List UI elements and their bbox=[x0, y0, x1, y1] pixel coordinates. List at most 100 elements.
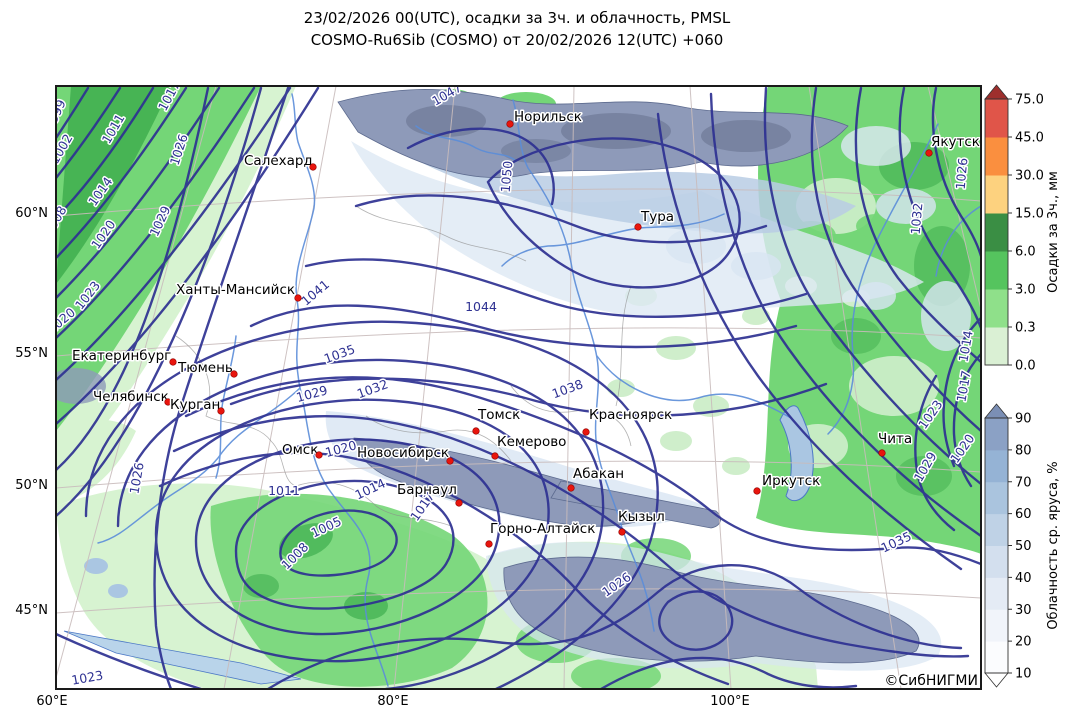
city-marker bbox=[217, 407, 225, 415]
colorbar-segment bbox=[985, 481, 1008, 515]
isobar-label: 1026 bbox=[953, 157, 971, 190]
colorbar-tick-label: 40 bbox=[1015, 571, 1032, 586]
lat-tick-label: 50°N bbox=[15, 478, 48, 493]
admin-borders-layer bbox=[175, 205, 632, 527]
city-marker bbox=[582, 428, 590, 436]
colorbar-segment bbox=[985, 327, 1008, 366]
colorbar-title: Облачность ср. яруса, % bbox=[1046, 461, 1061, 629]
colorbar-segment bbox=[985, 449, 1008, 483]
colorbar-over-arrow bbox=[984, 403, 1009, 419]
city-marker bbox=[878, 449, 886, 457]
colorbar-tick-label: 0.3 bbox=[1015, 321, 1036, 336]
graticule-layer bbox=[56, 86, 981, 689]
colorbar-segment bbox=[985, 213, 1008, 252]
city-marker bbox=[294, 294, 302, 302]
lat-tick-label: 55°N bbox=[15, 346, 48, 361]
city-label: Новосибирск bbox=[357, 445, 449, 461]
colorbar-tick-label: 10 bbox=[1015, 667, 1032, 682]
colorbar-segment bbox=[985, 137, 1008, 176]
city-label: Салехард bbox=[244, 153, 313, 169]
city-label: Ханты-Мансийск bbox=[176, 282, 295, 298]
colorbar-segment bbox=[985, 289, 1008, 328]
city-marker bbox=[491, 452, 499, 460]
colorbar-tick-label: 20 bbox=[1015, 635, 1032, 650]
city-marker bbox=[753, 487, 761, 495]
colorbar-segment bbox=[985, 175, 1008, 214]
city-label: Челябинск bbox=[93, 389, 169, 405]
city-label: Тюмень bbox=[177, 360, 233, 376]
credit-text: ©СибНИГМИ bbox=[884, 673, 978, 689]
city-marker bbox=[455, 499, 463, 507]
colorbar-title: Осадки за 3ч., мм bbox=[1046, 171, 1061, 293]
colorbar-tick-label: 3.0 bbox=[1015, 283, 1036, 298]
colorbar-tick-label: 0.0 bbox=[1015, 359, 1036, 374]
isobar-layer bbox=[56, 86, 981, 689]
lat-tick-label: 45°N bbox=[15, 603, 48, 618]
colorbar-tick-label: 6.0 bbox=[1015, 245, 1036, 260]
colorbar-tick-label: 50 bbox=[1015, 539, 1032, 554]
city-label: Тура bbox=[640, 209, 674, 225]
weather-map-canvas: 9991002100810111014101710201023102610291… bbox=[56, 86, 981, 689]
colorbar-segment bbox=[985, 99, 1008, 138]
city-marker bbox=[618, 528, 626, 536]
lon-tick-label: 100°E bbox=[710, 694, 750, 709]
city-marker bbox=[567, 484, 575, 492]
city-label: Кемерово bbox=[497, 434, 566, 450]
isobar-label: 1050 bbox=[498, 160, 516, 193]
city-label: Якутск bbox=[931, 134, 980, 150]
lon-tick-label: 60°E bbox=[36, 694, 68, 709]
colorbar-segment bbox=[985, 545, 1008, 578]
colorbar-tick-label: 70 bbox=[1015, 475, 1032, 490]
city-label: Омск bbox=[282, 442, 318, 458]
colorbar-tick-label: 60 bbox=[1015, 507, 1032, 522]
isobar-label: 1014 bbox=[955, 329, 975, 363]
city-marker bbox=[506, 120, 514, 128]
isobar-label: 1032 bbox=[908, 202, 926, 235]
colorbar-tick-label: 80 bbox=[1015, 443, 1032, 458]
city-layer: Норильск Салехард Ханты-Мансийск Екатеринбу… bbox=[71, 108, 981, 548]
chart-title-line2: COSMO-Ru6Sib (COSMO) от 20/02/2026 12(UT… bbox=[310, 31, 724, 49]
colorbar-segment bbox=[985, 418, 1008, 451]
city-label: Екатеринбург bbox=[72, 348, 171, 364]
lon-tick-label: 80°E bbox=[377, 694, 409, 709]
city-label: Красноярск bbox=[589, 407, 672, 423]
city-marker bbox=[230, 370, 238, 378]
isobar-label: 1023 bbox=[70, 667, 104, 687]
city-marker bbox=[446, 457, 454, 465]
city-label: Барнаул bbox=[397, 482, 457, 498]
city-label: Иркутск bbox=[762, 473, 820, 489]
colorbar-under-arrow bbox=[984, 672, 1009, 688]
isobar-label: 1044 bbox=[465, 299, 497, 314]
city-marker bbox=[485, 540, 493, 548]
city-label: Чита bbox=[878, 431, 912, 447]
lat-tick-label: 60°N bbox=[15, 206, 48, 221]
colorbar-tick-label: 30 bbox=[1015, 603, 1032, 618]
city-label: Кызыл bbox=[618, 509, 665, 525]
isobar-label: 1026 bbox=[126, 461, 146, 495]
chart-title-line1: 23/02/2026 00(UTC), осадки за 3ч. и обла… bbox=[303, 9, 731, 27]
city-marker bbox=[634, 223, 642, 231]
isobar-label: 1017 bbox=[953, 369, 973, 403]
city-label: Норильск bbox=[514, 109, 582, 125]
colorbar-tick-label: 75.0 bbox=[1015, 93, 1044, 108]
cloud-field-layer bbox=[56, 89, 971, 685]
city-marker bbox=[309, 163, 317, 171]
colorbar-tick-label: 45.0 bbox=[1015, 131, 1044, 146]
colorbar-segment bbox=[985, 251, 1008, 290]
city-marker bbox=[472, 427, 480, 435]
city-label: Курган bbox=[170, 397, 220, 413]
colorbar-over-arrow bbox=[984, 84, 1009, 100]
map-frame: 999 1002 1008 1011 1014 1017 1020 1023 1026 1029 1… bbox=[55, 85, 982, 690]
city-marker bbox=[925, 149, 933, 157]
colorbar-segment bbox=[985, 609, 1008, 642]
city-label: Горно-Алтайск bbox=[490, 521, 595, 537]
colorbar-tick-label: 90 bbox=[1015, 412, 1032, 427]
colorbar-tick-label: 30.0 bbox=[1015, 169, 1044, 184]
colorbar-segment bbox=[985, 577, 1008, 610]
colorbar-segment bbox=[985, 641, 1008, 674]
colorbar-segment bbox=[985, 513, 1008, 546]
city-marker bbox=[315, 451, 323, 459]
city-marker bbox=[169, 358, 177, 366]
colorbar-tick-label: 15.0 bbox=[1015, 207, 1044, 222]
